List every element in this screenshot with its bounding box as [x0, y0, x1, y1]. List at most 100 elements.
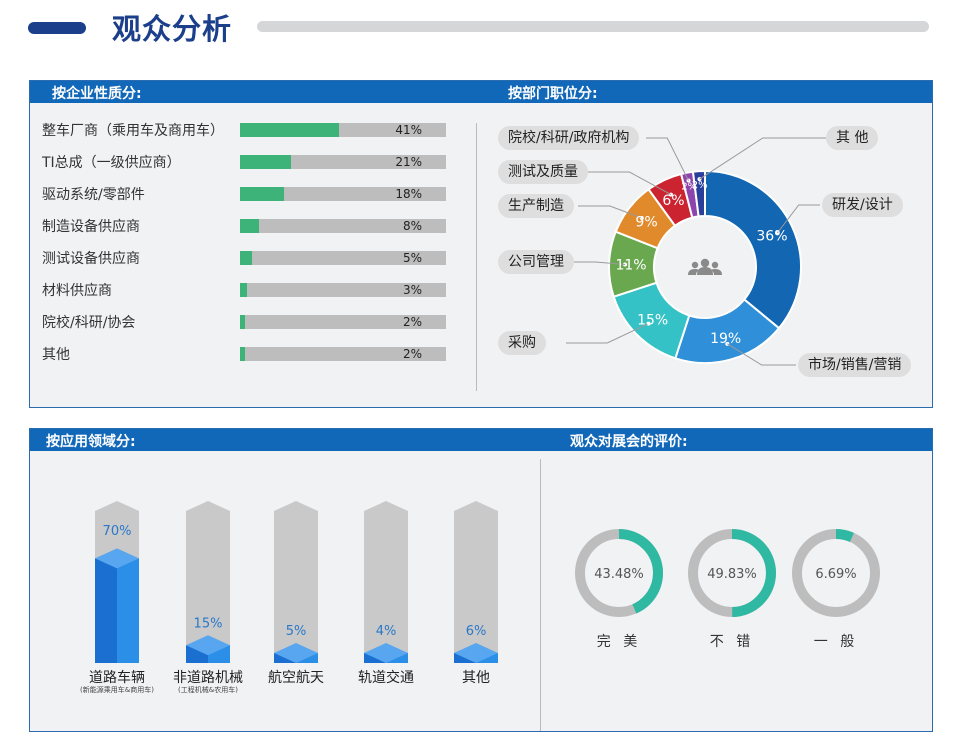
- leader-line: [578, 205, 642, 219]
- bar-category-label: 驱动系统/零部件: [42, 187, 145, 203]
- bottom-panel: 按应用领域分: 观众对展会的评价: 70% 15% 5% 4% 6% 道路车辆 (新能源乘…: [29, 428, 933, 732]
- bar-category-label: 制造设备供应商: [42, 219, 140, 235]
- column-group: 15%: [186, 501, 230, 663]
- company-type-heading: 按企业性质分:: [52, 86, 142, 102]
- ring-value-label: 6.69%: [815, 567, 856, 582]
- bar-category-label: 整车厂商（乘用车及商用车）: [42, 123, 224, 139]
- donut-slice: [691, 169, 706, 218]
- column-track: [186, 501, 230, 659]
- slice-value-label: 9%: [635, 215, 657, 231]
- column-sub-label: (新能源乘用车&商用车): [80, 686, 154, 694]
- leader-line: [776, 204, 820, 234]
- category-tag: 研发/设计: [822, 193, 903, 217]
- column-cap: [364, 643, 408, 663]
- bar-value-label: 21%: [395, 155, 422, 169]
- bar-track: 41%: [240, 123, 446, 137]
- ring-category-label: 不 错: [709, 634, 755, 650]
- donut-slice: [704, 169, 802, 330]
- bar-value-label: 41%: [395, 123, 422, 137]
- bar-value-label: 18%: [395, 187, 422, 201]
- bar-track: 21%: [240, 155, 446, 169]
- column-group: 6%: [454, 501, 498, 663]
- column-fill-right: [117, 558, 139, 663]
- bar-track: 18%: [240, 187, 446, 201]
- column-category-label: 轨道交通: [358, 670, 414, 686]
- category-tag: 采购: [498, 331, 546, 355]
- column-value-label: 4%: [376, 624, 397, 639]
- bar-fill: [240, 155, 291, 169]
- slice-value-label: 36%: [756, 228, 787, 244]
- column-category-label: 其他: [462, 670, 490, 686]
- column-value-label: 6%: [466, 624, 487, 639]
- leader-line: [588, 171, 672, 196]
- column-cap: [95, 548, 139, 569]
- bar-fill: [240, 283, 248, 297]
- ring-category-label: 一 般: [813, 634, 859, 650]
- bar-category-label: 其他: [42, 347, 70, 363]
- column-track: [364, 501, 408, 659]
- bar-track: 2%: [240, 347, 446, 361]
- bar-track: 8%: [240, 219, 446, 233]
- leader-line: [566, 261, 626, 265]
- leader-line: [727, 343, 796, 366]
- ring-category-label: 完 美: [596, 634, 642, 650]
- bar-fill: [240, 123, 340, 137]
- column-category-label: 非道路机械: [173, 670, 243, 686]
- ring-chart: 43.48%: [575, 529, 663, 617]
- bottom-panel-header: 按应用领域分: 观众对展会的评价:: [30, 429, 932, 451]
- category-tag: 市场/销售/营销: [798, 353, 912, 377]
- ring-chart: 6.69%: [792, 529, 880, 617]
- column-cap: [454, 643, 498, 663]
- bar-category-label: 材料供应商: [42, 283, 112, 299]
- ring-chart: 49.83%: [688, 529, 776, 617]
- bar-category-label: 测试设备供应商: [42, 251, 140, 267]
- bar-value-label: 2%: [402, 347, 422, 361]
- ring-value-label: 43.48%: [594, 567, 644, 582]
- slice-value-label: 2%: [692, 180, 708, 191]
- bar-value-label: 8%: [402, 219, 422, 233]
- department-heading: 按部门职位分:: [508, 86, 598, 102]
- bar-value-label: 2%: [402, 315, 422, 329]
- application-heading: 按应用领域分:: [46, 434, 136, 450]
- column-value-label: 15%: [194, 616, 223, 631]
- ring-arc: [792, 529, 880, 617]
- slice-value-label: 15%: [637, 312, 668, 328]
- bottom-panel-divider: [540, 459, 541, 731]
- ring-arc: [688, 529, 776, 617]
- department-donut-chart: 36%19%15%11%9%6%2%2%: [566, 137, 826, 366]
- column-cap: [274, 643, 318, 663]
- top-panel-divider: [476, 123, 477, 391]
- category-tag: 测试及质量: [498, 160, 588, 184]
- bar-value-label: 5%: [402, 251, 422, 265]
- bar-fill: [240, 251, 253, 265]
- bar-track: 2%: [240, 315, 446, 329]
- bar-value-label: 3%: [402, 283, 422, 297]
- page-title: 观众分析: [112, 12, 233, 46]
- title-accent-bar: [28, 22, 86, 34]
- slice-value-label: 2%: [681, 181, 697, 192]
- people-group-icon: [688, 258, 722, 275]
- top-panel: 按企业性质分: 按部门职位分: 整车厂商（乘用车及商用车） 41% TI总成（一级供…: [29, 80, 933, 408]
- ring-arc: [575, 529, 663, 617]
- evaluation-ring-charts: 43.48% 49.83% 6.69%: [575, 529, 880, 617]
- bar-fill: [240, 347, 245, 361]
- bar-fill: [240, 219, 260, 233]
- leader-line: [646, 137, 689, 181]
- bar-category-label: TI总成（一级供应商）: [42, 155, 181, 171]
- column-value-label: 70%: [103, 524, 132, 539]
- bar-fill: [240, 187, 284, 201]
- slice-value-label: 6%: [662, 193, 684, 209]
- column-group: 4%: [364, 501, 408, 663]
- column-cap: [186, 635, 230, 656]
- category-tag: 公司管理: [498, 250, 574, 274]
- evaluation-heading: 观众对展会的评价:: [570, 434, 688, 450]
- column-category-label: 道路车辆: [89, 670, 145, 686]
- leader-line: [699, 137, 826, 180]
- slice-value-label: 19%: [710, 331, 741, 347]
- title-rule: [257, 21, 929, 32]
- column-track: [454, 501, 498, 659]
- column-track: [274, 501, 318, 659]
- column-group: 70%: [95, 501, 139, 663]
- leader-line: [566, 323, 649, 344]
- bar-category-label: 院校/科研/协会: [42, 315, 136, 331]
